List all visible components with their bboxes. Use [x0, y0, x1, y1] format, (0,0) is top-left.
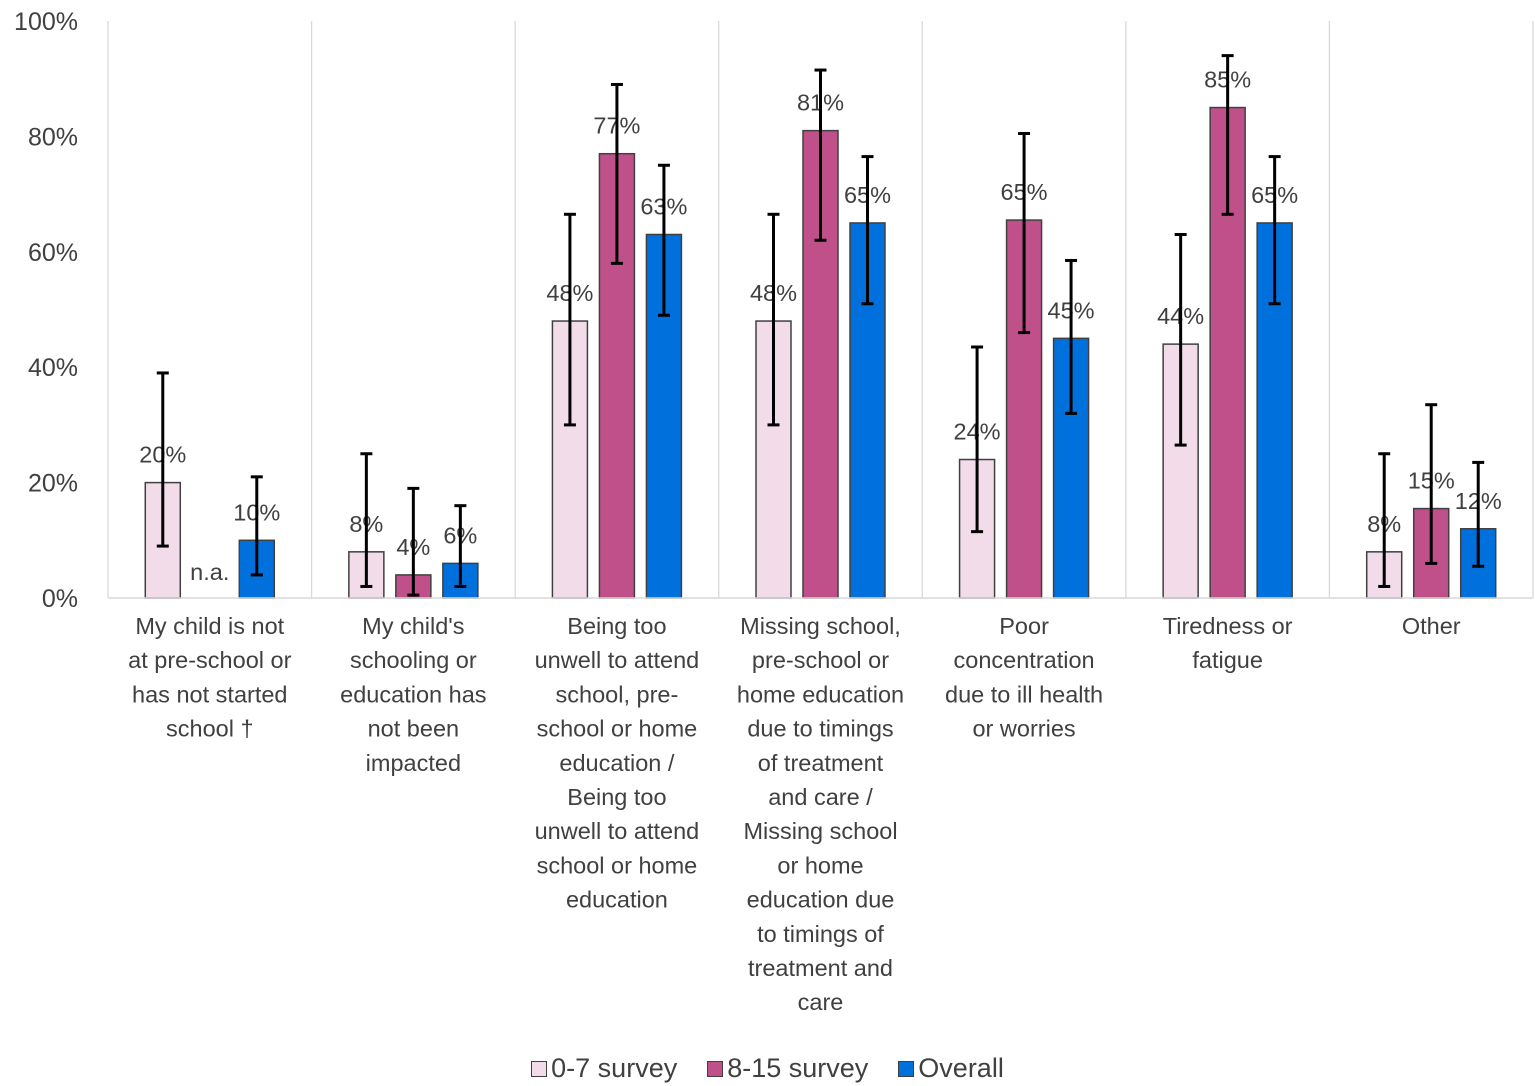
- x-category-label: Being too: [567, 784, 666, 810]
- x-category-label: pre-school or: [752, 647, 889, 673]
- y-tick-label: 20%: [28, 470, 78, 498]
- x-category-label: concentration: [954, 647, 1095, 673]
- legend-swatch: [898, 1060, 915, 1077]
- x-category-label: school, pre-: [556, 681, 679, 707]
- x-category-label: home education: [737, 681, 904, 707]
- x-category-label: school or home: [537, 852, 698, 878]
- x-category-label: Other: [1402, 613, 1461, 639]
- x-category-label: care: [798, 989, 844, 1015]
- x-category-label: and care /: [768, 784, 873, 810]
- x-category-label: due to timings: [747, 716, 893, 742]
- bar: [849, 222, 886, 599]
- x-category-label: at pre-school or: [128, 647, 291, 673]
- x-category-label: or home: [777, 852, 863, 878]
- x-category-label: Tiredness or: [1163, 613, 1293, 639]
- x-category-label: to timings of: [757, 921, 884, 947]
- x-category-label: has not started: [132, 681, 287, 707]
- data-label: n.a.: [190, 559, 229, 585]
- x-category-label: Poor: [999, 613, 1049, 639]
- x-category-label: education /: [559, 750, 674, 776]
- x-category-label: Missing school,: [740, 613, 901, 639]
- y-tick-label: 80%: [28, 123, 78, 151]
- x-category-label: unwell to attend: [535, 818, 700, 844]
- x-category-label: or worries: [972, 716, 1075, 742]
- x-category-label: impacted: [366, 750, 461, 776]
- x-category-label: fatigue: [1192, 647, 1263, 673]
- x-category-label: of treatment: [758, 750, 884, 776]
- y-tick-label: 100%: [14, 8, 78, 36]
- x-category-label: education due: [747, 887, 895, 913]
- legend-swatch: [707, 1060, 724, 1077]
- legend: 0-7 survey 8-15 survey Overall: [0, 1053, 1535, 1084]
- x-category-label: schooling or: [350, 647, 477, 673]
- y-tick-label: 60%: [28, 239, 78, 267]
- y-tick-label: 0%: [42, 585, 78, 613]
- x-category-label: school or home: [537, 716, 698, 742]
- y-tick-label: 40%: [28, 354, 78, 382]
- x-category-label: treatment and: [748, 955, 893, 981]
- x-category-label: school †: [166, 716, 254, 742]
- legend-item: 0-7 survey: [531, 1053, 677, 1084]
- legend-item: 8-15 survey: [707, 1053, 868, 1084]
- x-category-label: My child is not: [135, 613, 284, 639]
- x-category-label: due to ill health: [945, 681, 1103, 707]
- legend-item: Overall: [898, 1053, 1004, 1084]
- legend-label: Overall: [918, 1053, 1004, 1083]
- legend-swatch: [531, 1060, 548, 1077]
- legend-label: 8-15 survey: [727, 1053, 869, 1083]
- x-category-label: education has: [340, 681, 486, 707]
- x-category-label: unwell to attend: [535, 647, 700, 673]
- x-category-label: Being too: [567, 613, 666, 639]
- bar-chart: 0%20%40%60%80%100%20%n.a.10%My child is …: [14, 8, 1534, 1015]
- x-category-label: not been: [368, 716, 459, 742]
- x-category-label: education: [566, 887, 668, 913]
- legend-label: 0-7 survey: [551, 1053, 678, 1083]
- x-category-label: My child's: [362, 613, 464, 639]
- x-category-label: Missing school: [743, 818, 897, 844]
